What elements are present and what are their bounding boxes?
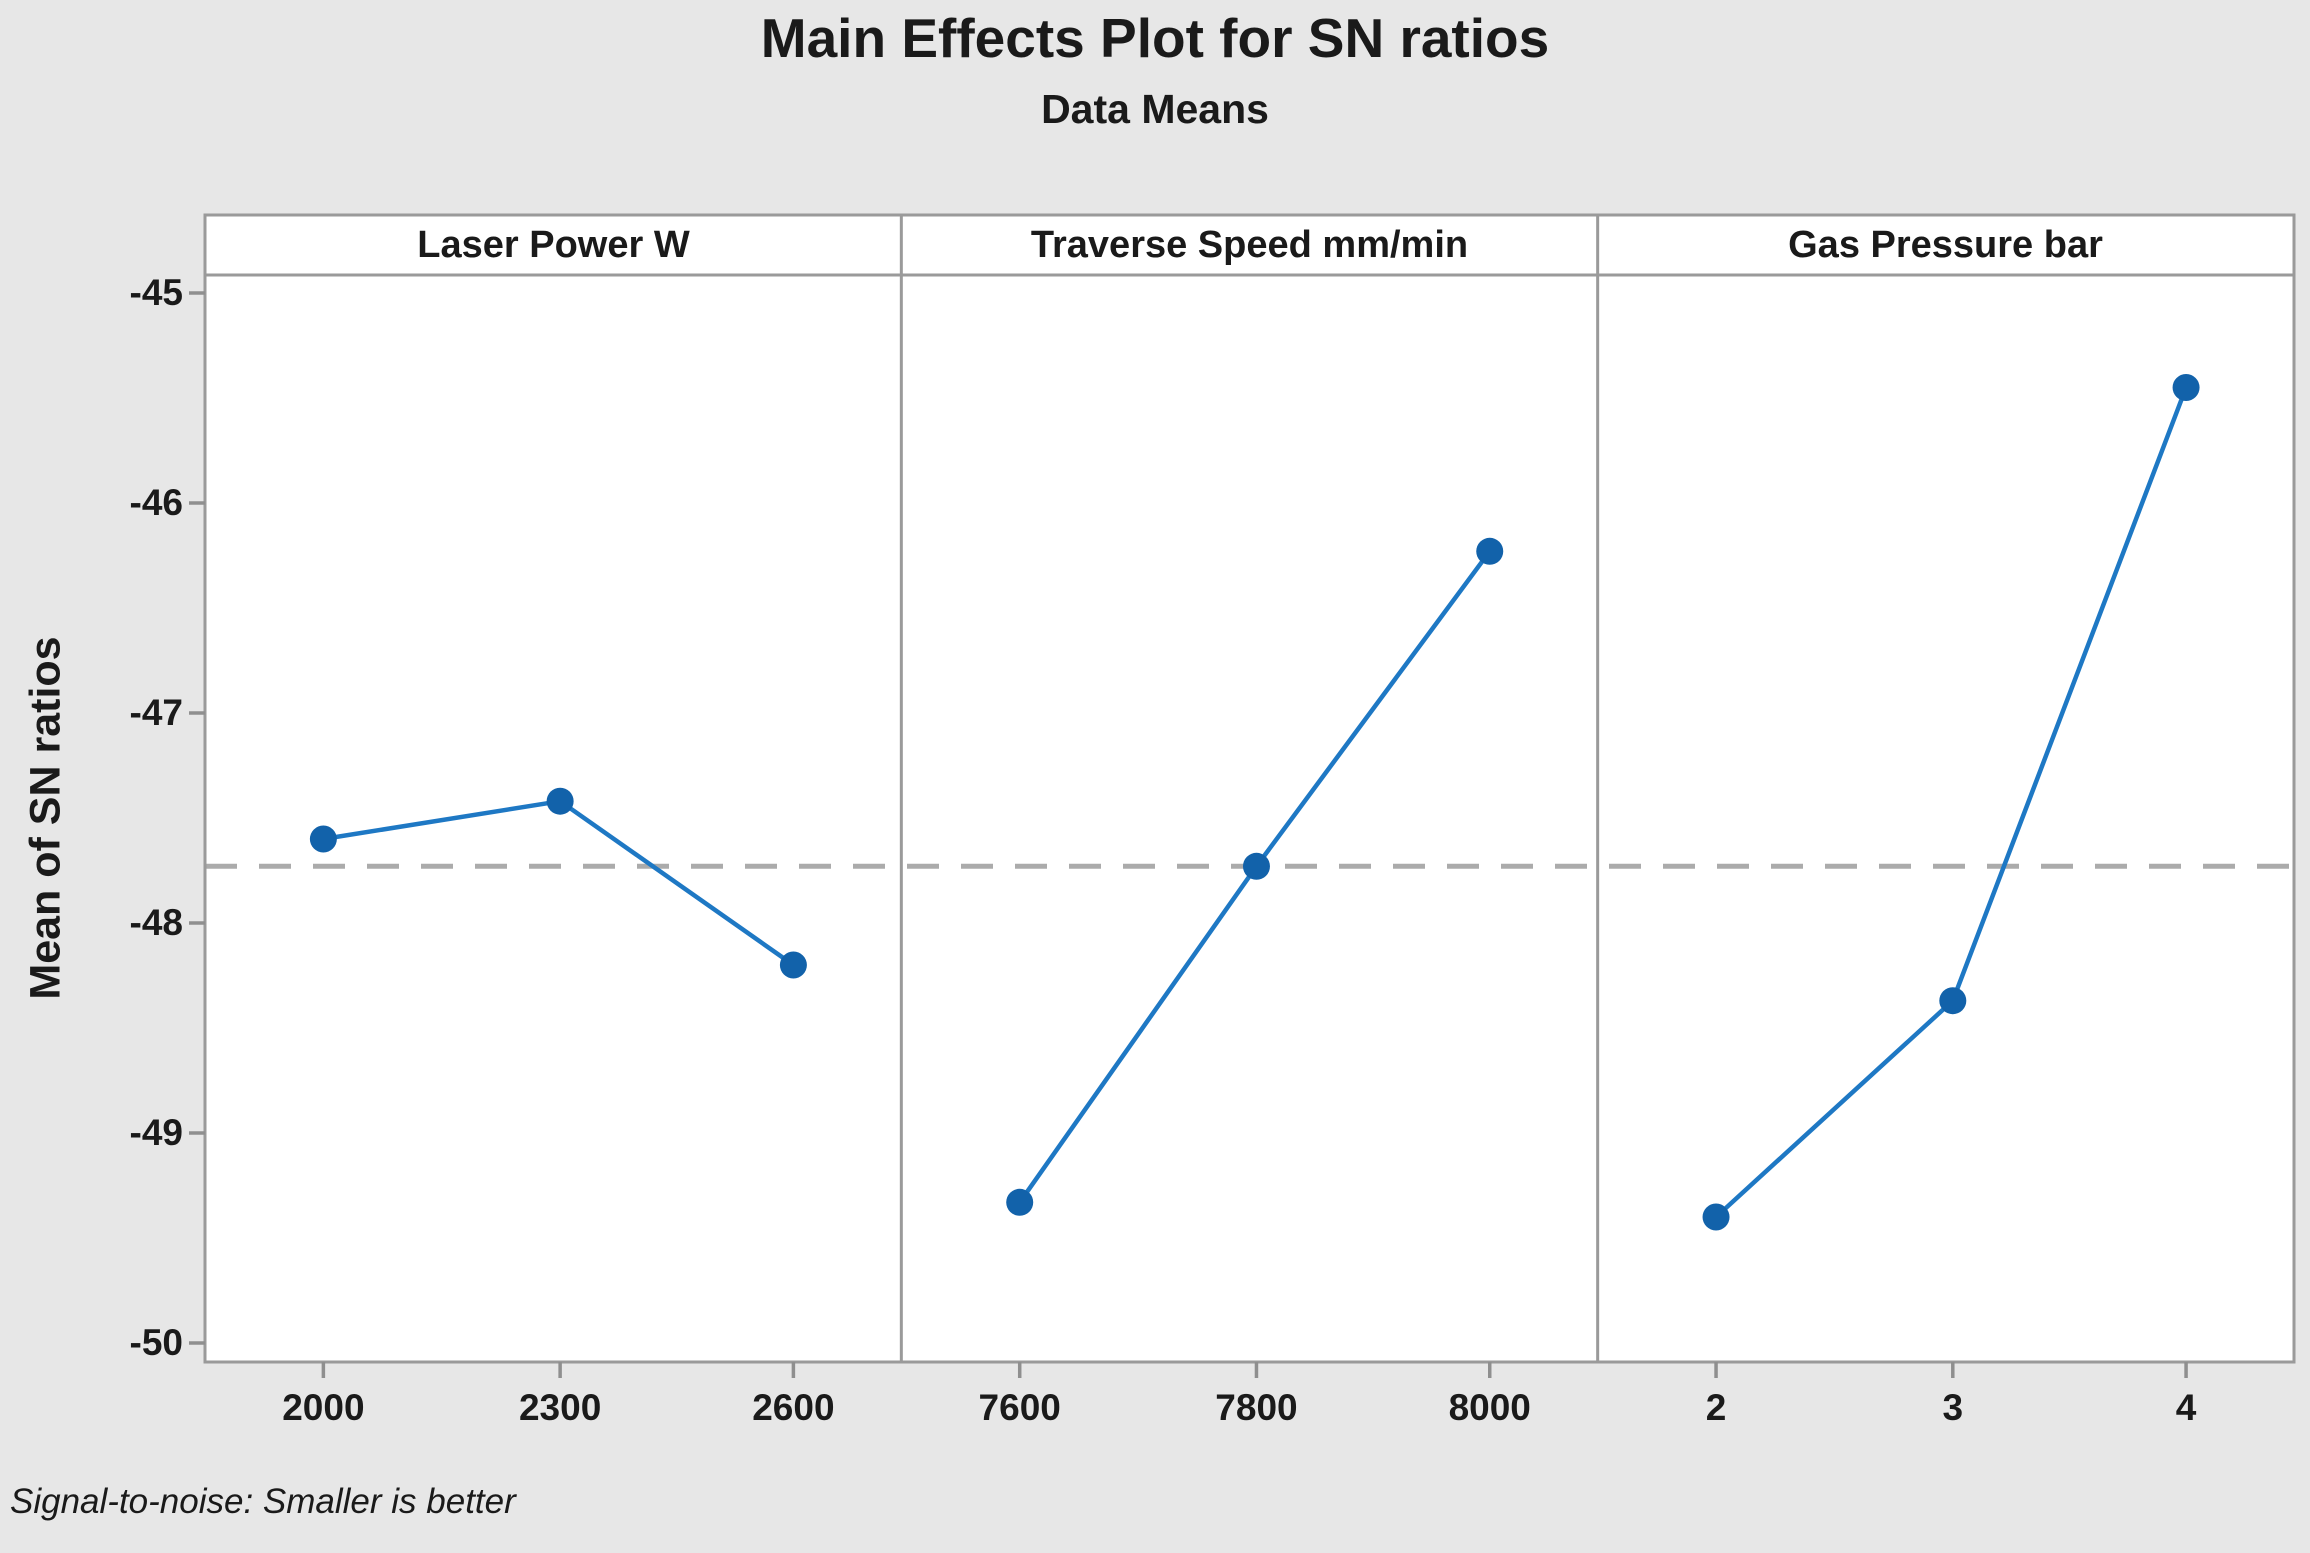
data-point-marker <box>779 951 807 979</box>
data-point-marker <box>1476 537 1504 565</box>
data-point-marker <box>1242 852 1270 880</box>
x-tick-label: 8000 <box>1448 1387 1531 1428</box>
x-tick-label: 2600 <box>752 1387 835 1428</box>
y-tick-label: -47 <box>129 692 183 733</box>
panel-header-traverse-speed: Traverse Speed mm/min <box>1030 224 1469 266</box>
footnote-text: Signal-to-noise: Smaller is better <box>10 1482 516 1521</box>
y-tick-label: -46 <box>129 482 183 523</box>
x-tick-label: 2300 <box>518 1387 602 1428</box>
data-point-marker <box>1939 987 1967 1015</box>
chart-title: Main Effects Plot for SN ratios <box>760 7 1550 69</box>
data-point-marker <box>1006 1188 1034 1216</box>
y-tick-label: -49 <box>129 1112 183 1153</box>
data-point-marker <box>309 825 337 853</box>
y-tick-label: -48 <box>129 902 183 943</box>
panel-header-gas-pressure: Gas Pressure bar <box>1788 224 2103 266</box>
x-tick-label: 3 <box>1942 1387 1964 1428</box>
data-point-marker <box>546 787 574 815</box>
data-point-marker <box>1702 1203 1730 1231</box>
x-tick-label: 7800 <box>1215 1387 1298 1428</box>
panel-header-laser-power: Laser Power W <box>417 224 690 266</box>
x-tick-label: 4 <box>2175 1387 2197 1428</box>
chart-subtitle: Data Means <box>1041 86 1269 132</box>
y-tick-label: -50 <box>129 1322 183 1363</box>
plot-background <box>205 215 2294 1362</box>
data-point-marker <box>2172 374 2200 401</box>
x-tick-label: 2000 <box>282 1387 365 1428</box>
x-tick-label: 7600 <box>978 1387 1061 1428</box>
plot-frame <box>203 213 2296 1364</box>
x-tick-label: 2 <box>1705 1387 1727 1428</box>
y-tick-label: -45 <box>129 272 183 313</box>
